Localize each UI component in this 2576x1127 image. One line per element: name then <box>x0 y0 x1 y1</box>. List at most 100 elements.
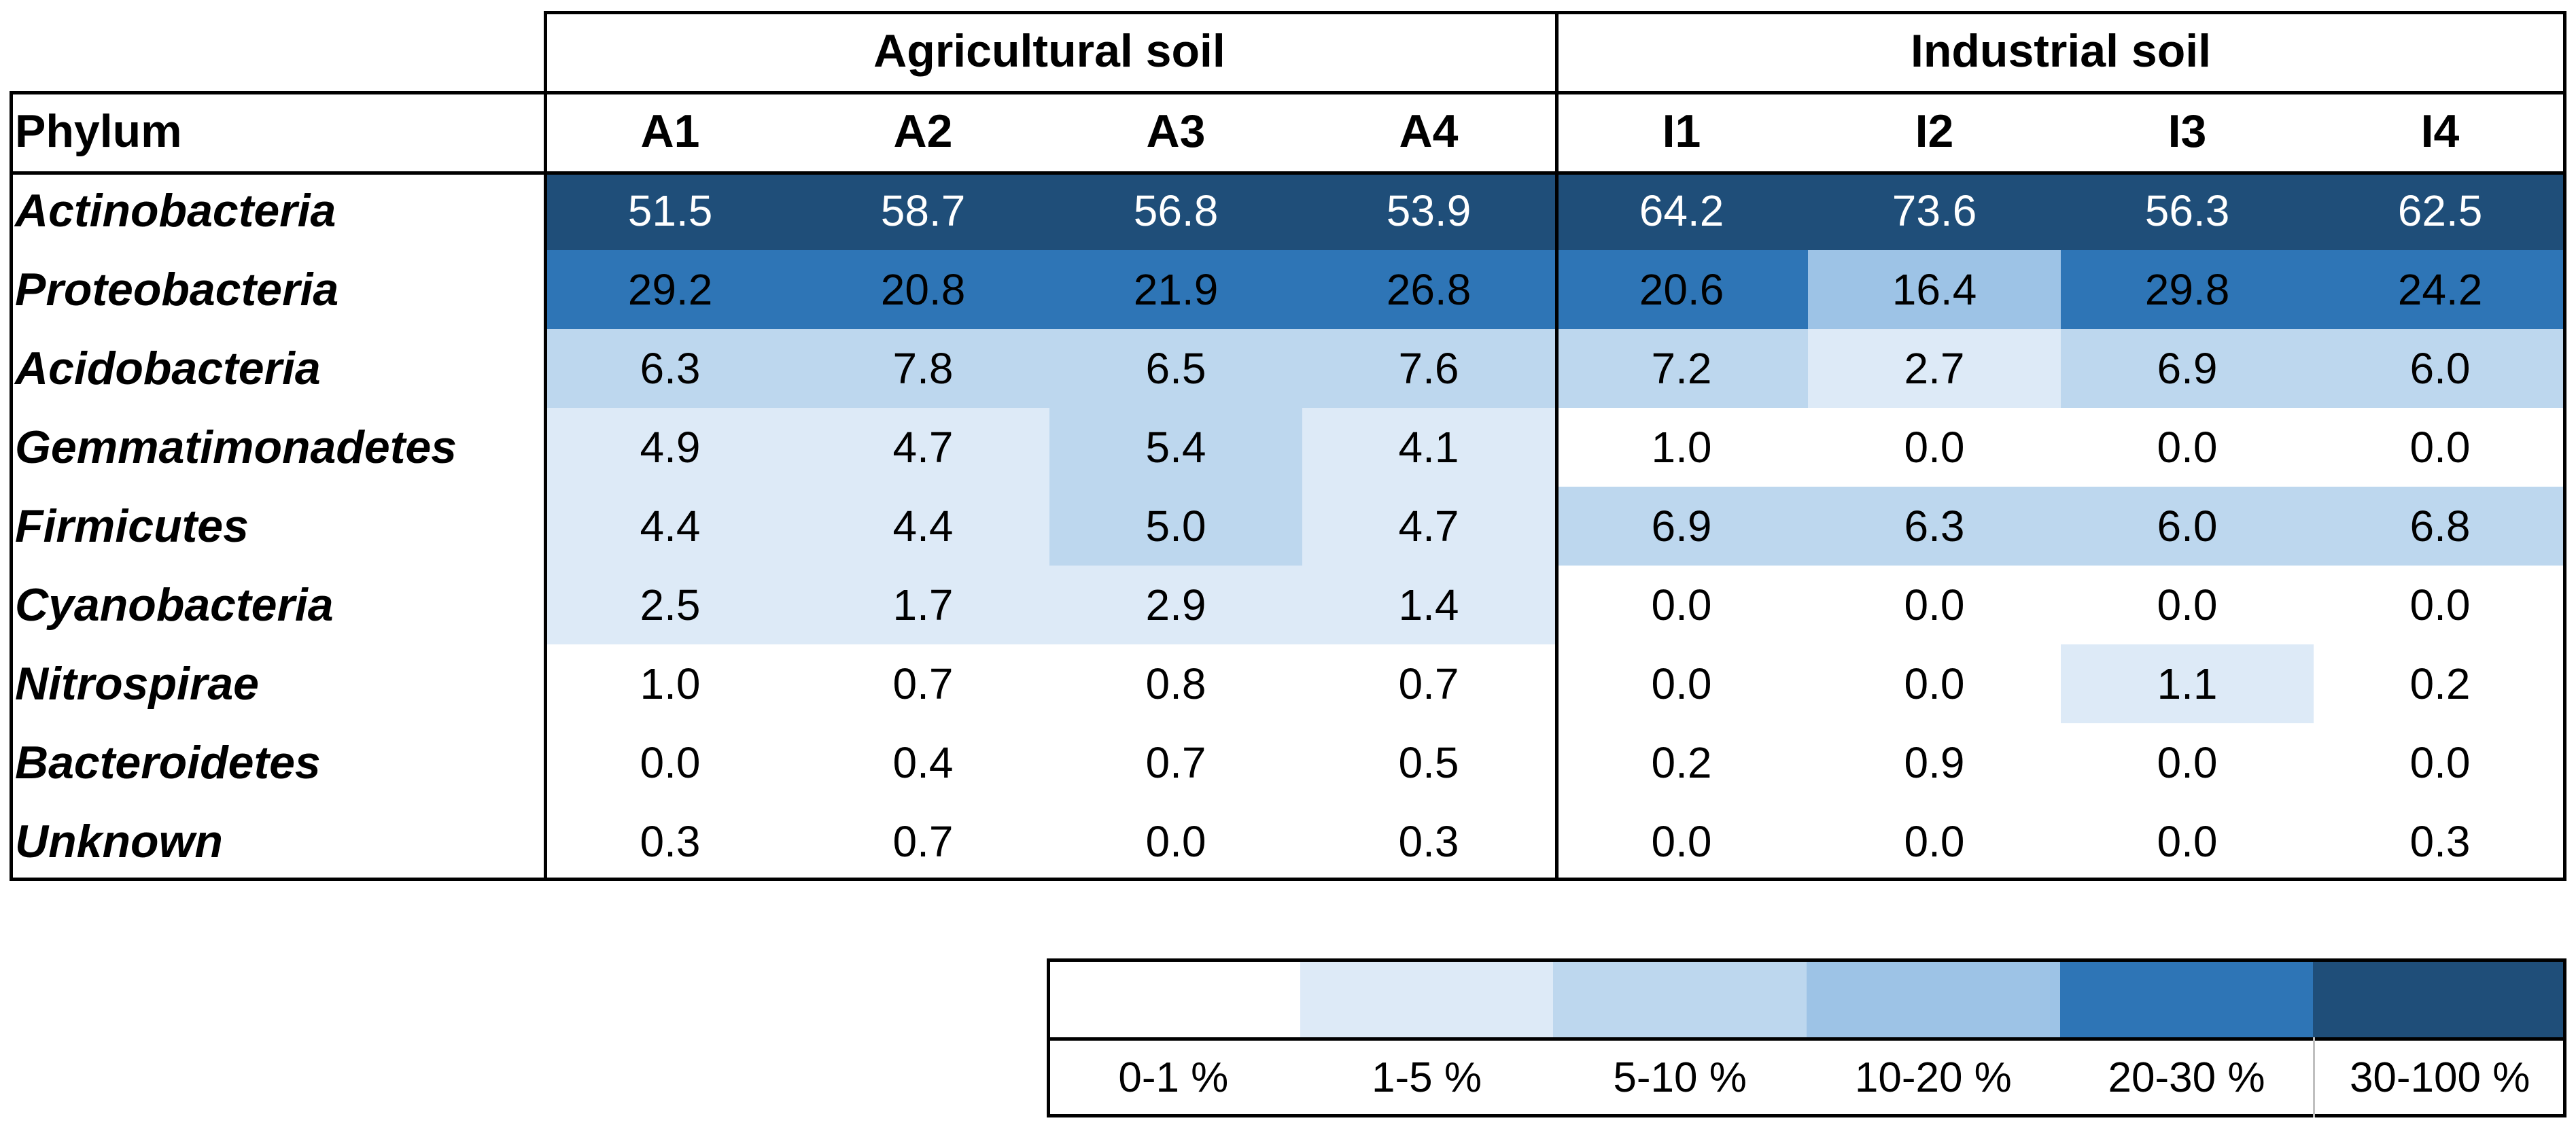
heatmap-cell: 0.3 <box>2314 802 2566 881</box>
phylum-label: Actinobacteria <box>15 185 336 237</box>
heatmap-cell: 0.0 <box>2061 408 2314 487</box>
legend-swatch <box>1553 958 1807 1037</box>
grid-line <box>10 91 2566 94</box>
phylum-label: Cyanobacteria <box>15 579 334 631</box>
legend-border <box>2313 1037 2316 1117</box>
legend-label: 5-10 % <box>1613 1054 1747 1101</box>
heatmap-cell: 6.8 <box>2314 487 2566 566</box>
heatmap-cell: 1.4 <box>1302 566 1555 644</box>
heatmap-cell: 1.7 <box>797 566 1049 644</box>
heatmap-cell: 4.4 <box>797 487 1049 566</box>
heatmap-cell: 0.2 <box>2314 644 2566 723</box>
column-header: A2 <box>893 105 953 157</box>
heatmap-cell: 64.2 <box>1555 171 1808 250</box>
heatmap-cell: 0.3 <box>544 802 797 881</box>
heatmap-cell: 0.7 <box>797 802 1049 881</box>
heatmap-cell: 0.7 <box>797 644 1049 723</box>
legend-swatch <box>1807 958 2060 1037</box>
heatmap-cell: 24.2 <box>2314 250 2566 329</box>
heatmap-cell: 0.0 <box>2314 723 2566 802</box>
legend-border <box>1047 1114 2566 1117</box>
heatmap-cell: 6.9 <box>2061 329 2314 408</box>
heatmap-cell: 4.4 <box>544 487 797 566</box>
heatmap-cell: 7.6 <box>1302 329 1555 408</box>
column-header: A4 <box>1399 105 1459 157</box>
phylum-label: Nitrospirae <box>15 658 259 710</box>
legend-border <box>2563 958 2566 1117</box>
heatmap-cell: 6.3 <box>544 329 797 408</box>
heatmap-cell: 0.5 <box>1302 723 1555 802</box>
abundance-heatmap-table: Agricultural soil Industrial soil Phylum A1… <box>10 11 2566 881</box>
heatmap-cell: 16.4 <box>1808 250 2061 329</box>
heatmap-cell: 5.0 <box>1049 487 1302 566</box>
column-header: I2 <box>1915 105 1954 157</box>
heatmap-cell: 0.7 <box>1302 644 1555 723</box>
heatmap-cell: 0.0 <box>2061 566 2314 644</box>
phylum-label: Proteobacteria <box>15 264 339 315</box>
grid-line <box>544 11 547 881</box>
legend-swatch <box>2059 958 2314 1037</box>
heatmap-cell: 6.5 <box>1049 329 1302 408</box>
heatmap-cell: 53.9 <box>1302 171 1555 250</box>
grid-line <box>10 878 2566 881</box>
heatmap-cell: 62.5 <box>2314 171 2566 250</box>
grid-line <box>10 91 13 881</box>
heatmap-cell: 1.1 <box>2061 644 2314 723</box>
heatmap-cell: 2.5 <box>544 566 797 644</box>
heatmap-cell: 2.9 <box>1049 566 1302 644</box>
phylum-label: Firmicutes <box>15 500 249 552</box>
heatmap-cell: 1.0 <box>1555 408 1808 487</box>
legend-border <box>1047 958 2566 962</box>
legend-swatch <box>2313 958 2566 1037</box>
phylum-label: Bacteroidetes <box>15 737 321 788</box>
heatmap-cell: 0.0 <box>1555 802 1808 881</box>
heatmap-cell: 5.4 <box>1049 408 1302 487</box>
heatmap-cell: 51.5 <box>544 171 797 250</box>
column-header: A1 <box>640 105 700 157</box>
heatmap-cell: 29.2 <box>544 250 797 329</box>
heatmap-cell: 21.9 <box>1049 250 1302 329</box>
heatmap-cell: 0.3 <box>1302 802 1555 881</box>
heatmap-cell: 0.0 <box>1808 644 2061 723</box>
heatmap-cell: 6.9 <box>1555 487 1808 566</box>
heatmap-cell: 0.0 <box>1555 644 1808 723</box>
heatmap-cell: 6.0 <box>2061 487 2314 566</box>
grid-line <box>2563 11 2566 881</box>
heatmap-cell: 0.0 <box>1808 802 2061 881</box>
heatmap-cell: 0.0 <box>544 723 797 802</box>
heatmap-cell: 0.0 <box>1555 566 1808 644</box>
heatmap-cell: 0.0 <box>2061 802 2314 881</box>
heatmap-cell: 0.7 <box>1049 723 1302 802</box>
heatmap-cell: 0.0 <box>1808 566 2061 644</box>
heatmap-cell: 4.7 <box>797 408 1049 487</box>
legend-border <box>1047 1037 2566 1041</box>
heatmap-cell: 6.3 <box>1808 487 2061 566</box>
heatmap-cell: 73.6 <box>1808 171 2061 250</box>
heatmap-cell: 2.7 <box>1808 329 2061 408</box>
legend-label: 10-20 % <box>1854 1054 2012 1101</box>
heatmap-cell: 7.2 <box>1555 329 1808 408</box>
column-header: I4 <box>2420 105 2460 157</box>
heatmap-cell: 56.8 <box>1049 171 1302 250</box>
column-header: A3 <box>1146 105 1206 157</box>
phylum-label: Gemmatimonadetes <box>15 421 457 473</box>
legend-label: 0-1 % <box>1118 1054 1229 1101</box>
column-header: I1 <box>1662 105 1701 157</box>
legend-label: 30-100 % <box>2349 1054 2530 1101</box>
heatmap-cell: 1.0 <box>544 644 797 723</box>
color-legend: 0-1 % 1-5 % 5-10 % 10-20 % 20-30 % 30-100 % <box>1047 958 2566 1117</box>
heatmap-cell: 4.7 <box>1302 487 1555 566</box>
heatmap-cell: 29.8 <box>2061 250 2314 329</box>
heatmap-cell: 0.4 <box>797 723 1049 802</box>
heatmap-cell: 58.7 <box>797 171 1049 250</box>
phylum-header: Phylum <box>15 105 182 157</box>
heatmap-cell: 4.1 <box>1302 408 1555 487</box>
legend-swatch <box>1047 958 1300 1037</box>
heatmap-cell: 0.0 <box>2061 723 2314 802</box>
heatmap-cell: 0.0 <box>1049 802 1302 881</box>
phylum-label: Unknown <box>15 816 223 867</box>
heatmap-cell: 0.0 <box>2314 408 2566 487</box>
heatmap-cell: 4.9 <box>544 408 797 487</box>
heatmap-cell: 20.6 <box>1555 250 1808 329</box>
legend-label: 20-30 % <box>2108 1054 2265 1101</box>
